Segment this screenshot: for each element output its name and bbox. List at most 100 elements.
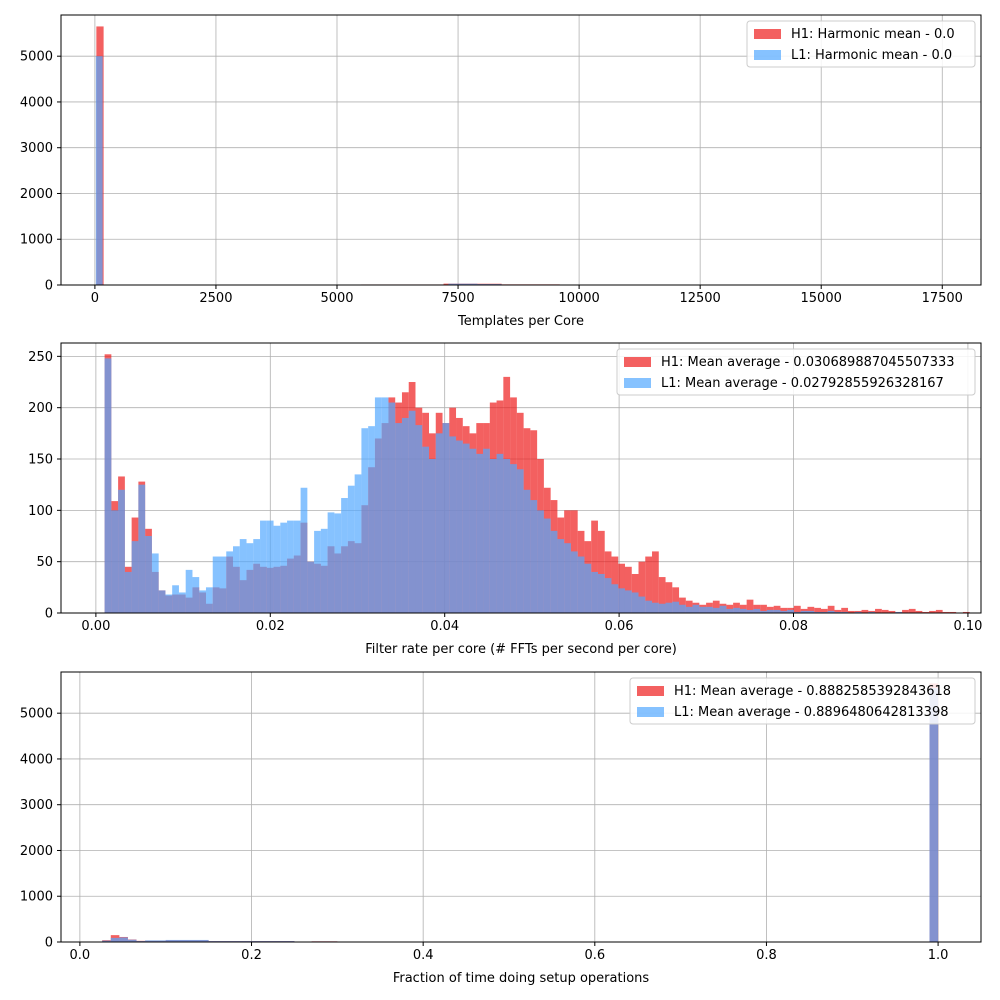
histogram-bar [307,561,315,613]
histogram-bar [793,611,801,613]
histogram-bar [347,485,355,613]
histogram-bar [300,487,308,613]
histogram-bar [354,474,362,613]
histogram-bar [165,939,209,942]
histogram-bar [597,573,605,613]
y-tick-label: 1000 [20,233,53,248]
histogram-bar [469,448,477,613]
x-axis-label: Fraction of time doing setup operations [393,971,650,986]
x-tick-label: 7500 [442,291,475,306]
histogram-bar [820,611,828,613]
histogram-bar [388,402,396,613]
histogram-bar [131,541,139,613]
histogram-bar [192,577,200,613]
x-axis-label: Templates per Core [457,314,584,329]
histogram-bar [489,459,497,613]
histogram-bar [280,522,288,613]
histogram-bar [165,594,173,613]
histogram-bar [881,609,889,613]
histogram-bar [685,606,693,613]
histogram-bar [692,604,700,613]
histogram-bar [908,608,916,613]
y-tick-label: 200 [28,401,53,416]
histogram-bar [564,543,571,613]
series-l1 [102,688,939,942]
histogram-bar [915,610,923,613]
histogram-bar [151,553,159,613]
histogram-bar [266,520,274,613]
histogram-bar [841,611,849,613]
legend-swatch [754,50,781,60]
histogram-bar [145,940,166,942]
axes-frame [60,342,982,614]
series-l1 [95,56,541,286]
histogram-bar [530,500,538,613]
histogram-bar [119,937,128,942]
y-tick-label: 100 [28,504,53,519]
x-tick-label: 0 [91,291,99,306]
histogram-bar [178,592,186,613]
y-tick-label: 1000 [20,890,53,905]
x-tick-label: 0.00 [81,619,110,634]
histogram-bar [334,513,342,613]
histogram-bar [212,556,220,613]
axes-frame [60,14,982,286]
y-tick-label: 3000 [20,798,53,813]
histogram-bar [793,605,801,613]
histogram-bar [719,605,727,613]
histogram-bar [205,587,213,613]
histogram-bar [712,600,720,613]
histogram-bar [591,520,598,613]
legend: H1: Harmonic mean - 0.0 L1: Harmonic mean… [746,20,976,68]
histogram-bar [145,536,152,613]
y-tick-label: 2000 [20,844,53,859]
histogram-bar [401,417,409,613]
histogram-bar [124,571,132,613]
histogram-bar [503,459,511,613]
legend-label: L1: Mean average - 0.8896480642813398 [674,705,949,720]
histogram-bar [111,510,119,613]
histogram-bar [854,611,862,613]
histogram-bar [361,428,369,613]
histogram-bar [456,440,463,613]
histogram-bar [766,609,774,613]
histogram-bar [516,469,524,613]
histogram-bar [652,602,659,613]
histogram-bar [226,551,234,613]
x-tick-label: 0.4 [413,948,434,963]
histogram-bar [327,512,335,613]
histogram-bar [597,530,605,613]
histogram-bar [341,498,348,613]
histogram-bar [374,397,382,613]
histogram-bar [753,608,761,613]
histogram-bar [760,610,767,613]
histogram-bar [550,530,558,613]
histogram-bar [658,577,666,613]
chart-1: 0 2500 5000 7500 10000 12500 15000 17500 0 1000 20… [20,14,982,329]
histogram-bar [834,609,842,613]
histogram-bar [523,489,531,613]
histogram-bar [102,940,111,942]
histogram-bar [665,582,673,613]
legend-swatch [754,29,781,39]
legend-box [629,677,976,725]
histogram-bar [962,611,970,613]
histogram-bar [624,590,632,613]
histogram-bar [246,543,254,613]
histogram-bar [868,611,876,613]
x-tick-label: 0.8 [756,948,777,963]
histogram-bar [848,610,855,613]
legend-label: L1: Harmonic mean - 0.0 [791,48,952,63]
histogram-bar [95,56,103,286]
x-tick-label: 0.10 [953,619,982,634]
histogram-bar [942,611,950,613]
legend-box [616,348,976,396]
histogram-bar [814,607,821,613]
histogram-bar [368,426,375,613]
y-tick-label: 4000 [20,752,53,767]
histogram-bar [408,410,416,613]
histogram-bar [712,607,720,613]
histogram-bar [800,610,808,613]
histogram-bar [537,510,544,613]
histogram-bar [185,569,193,613]
